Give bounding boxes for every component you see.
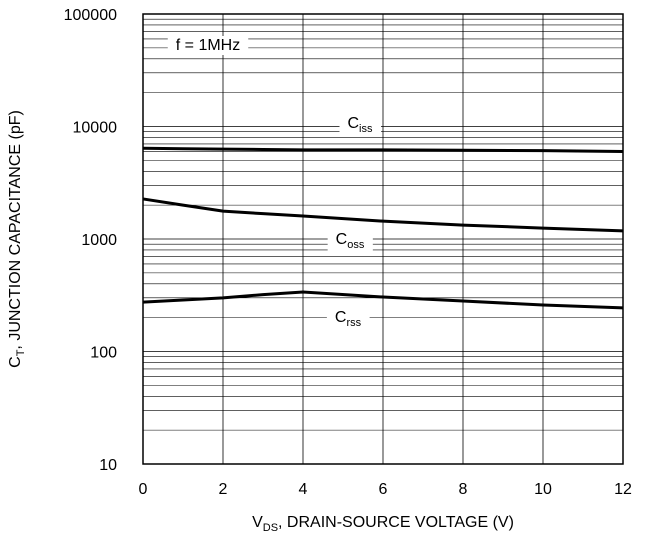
x-label-rest: , DRAIN-SOURCE VOLTAGE (V) [278,514,514,531]
x-tick-label: 8 [459,481,468,498]
plot-frame [142,13,624,465]
annotation-text: f = 1MHz [176,37,240,54]
y-tick-label: 10000 [73,120,118,137]
series-line [142,290,624,310]
series-label: Crss [326,308,370,330]
series-name-sub: iss [359,123,373,135]
y-label-sub: T [15,349,27,356]
series-label-text: Crss [335,309,362,329]
y-tick-label: 100000 [64,7,117,24]
series-name-sub: rss [346,317,361,329]
x-tick-label: 12 [614,481,632,498]
y-axis-label: CT, JUNCTION CAPACITANCE (pF) [7,110,27,368]
y-tick-label: 10 [99,457,117,474]
series-name: C [335,309,347,326]
series-label: Coss [327,230,373,252]
series-line [142,197,624,233]
y-tick-label: 1000 [81,232,117,249]
x-tick-label: 0 [139,481,148,498]
label-background [339,114,381,136]
label-background [326,308,370,330]
label-background [327,230,373,252]
series-line [142,146,624,153]
series-name: C [336,231,348,248]
y-tick-label: 100 [90,345,117,362]
annotation: f = 1MHz [167,36,249,55]
series-label: Ciss [339,114,381,136]
x-tick-label: 4 [299,481,308,498]
series-label-text: Coss [336,231,365,251]
annotation-text: f = 1MHz [176,37,240,54]
y-label-rest: , JUNCTION CAPACITANCE (pF) [7,110,24,349]
series-name: C [347,115,359,132]
x-label-sub: DS [263,522,278,534]
series-label-text: Ciss [347,115,373,135]
x-tick-label: 2 [219,481,228,498]
x-label-main: V [252,514,263,531]
x-axis-label: VDS, DRAIN-SOURCE VOLTAGE (V) [252,514,514,534]
y-label-main: C [7,356,24,368]
label-background [167,36,249,55]
x-tick-label: 6 [379,481,388,498]
x-tick-label: 10 [534,481,552,498]
series-name-sub: oss [347,239,365,251]
